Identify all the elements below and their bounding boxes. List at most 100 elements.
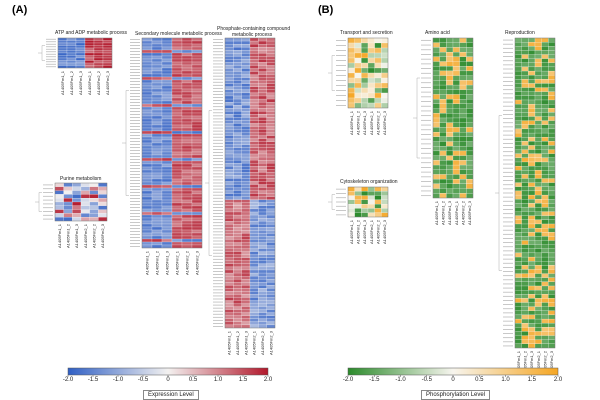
heatmap-cell bbox=[161, 37, 173, 42]
heatmap-cell bbox=[171, 133, 183, 138]
heatmap-cell bbox=[521, 161, 529, 167]
heatmap-cell bbox=[514, 87, 522, 92]
column-label: A1405Fm2_3 bbox=[467, 200, 472, 225]
heatmap-cell bbox=[224, 123, 234, 127]
heatmap-cell bbox=[171, 46, 183, 51]
heatmap-cell bbox=[541, 108, 549, 113]
heatmap-cell bbox=[171, 223, 183, 228]
heatmap-cell bbox=[151, 127, 163, 132]
heatmap-cell bbox=[191, 58, 203, 63]
heatmap-cell bbox=[151, 61, 163, 66]
heatmap-cell bbox=[541, 95, 549, 101]
heatmap-cell bbox=[233, 105, 242, 109]
heatmap-cell bbox=[266, 214, 276, 219]
heatmap-cell bbox=[241, 105, 251, 109]
heatmap-cell bbox=[258, 95, 267, 100]
heatmap-cell bbox=[241, 227, 251, 231]
heatmap-cell bbox=[233, 184, 242, 188]
heatmap-cell bbox=[514, 215, 522, 220]
heatmap-cell bbox=[258, 114, 267, 118]
heatmap-cell bbox=[266, 83, 276, 87]
heatmap-cell bbox=[381, 67, 389, 74]
heatmap-cell bbox=[84, 47, 95, 51]
heatmap-cell bbox=[181, 205, 193, 210]
heatmap-cell bbox=[514, 116, 522, 121]
heatmap-cell bbox=[89, 186, 99, 191]
heatmap-cell bbox=[541, 104, 549, 109]
heatmap-cell bbox=[161, 190, 173, 195]
heatmap-cell bbox=[534, 252, 542, 258]
heatmap-cell bbox=[534, 116, 542, 121]
heatmap-cell bbox=[171, 208, 183, 213]
heatmap-cell bbox=[459, 117, 467, 123]
heatmap-cell bbox=[241, 50, 251, 54]
heatmap-cell bbox=[233, 141, 242, 145]
colorbar-tick-label: -2.0 bbox=[62, 377, 74, 383]
heatmap-cell bbox=[249, 263, 259, 268]
heatmap-cell bbox=[191, 169, 203, 174]
heatmap-cell bbox=[541, 58, 549, 63]
heatmap-cell bbox=[171, 73, 183, 78]
heatmap-cell bbox=[241, 169, 251, 173]
heatmap-cell bbox=[266, 208, 276, 213]
column-label: A1405Fm1_1 bbox=[227, 330, 232, 355]
heatmap-cell bbox=[241, 260, 251, 264]
heatmap-cell bbox=[374, 208, 382, 213]
heatmap-cell bbox=[249, 245, 259, 249]
heatmap-cell bbox=[141, 136, 153, 141]
heatmap-cell bbox=[266, 144, 276, 148]
heatmap-cell bbox=[541, 285, 549, 291]
heatmap-cell bbox=[93, 55, 104, 59]
heatmap-title-transport: Transport and secretion bbox=[340, 30, 393, 36]
heatmap-cell bbox=[224, 65, 234, 69]
heatmap-cell bbox=[541, 54, 549, 59]
heatmap-cell bbox=[439, 89, 447, 95]
heatmap-cell bbox=[528, 285, 536, 291]
heatmap-cell bbox=[249, 95, 259, 100]
heatmap-cell bbox=[521, 318, 529, 324]
heatmap-cell bbox=[374, 191, 382, 196]
heatmap-cell bbox=[266, 318, 276, 322]
heatmap-cell bbox=[521, 277, 529, 282]
heatmap-cell bbox=[102, 55, 113, 59]
heatmap-cell bbox=[439, 146, 447, 152]
heatmap-cell bbox=[161, 121, 173, 126]
heatmap-cell bbox=[514, 37, 522, 43]
heatmap-cell bbox=[374, 102, 382, 109]
heatmap-cell bbox=[258, 56, 267, 60]
heatmap-cell bbox=[266, 108, 276, 112]
heatmap-cell bbox=[181, 64, 193, 69]
heatmap-cell bbox=[528, 290, 536, 295]
heatmap-cell bbox=[258, 62, 267, 66]
heatmap-cell bbox=[191, 172, 203, 177]
heatmap-cell bbox=[89, 213, 99, 218]
heatmap-cell bbox=[452, 179, 460, 184]
heatmap-cell bbox=[514, 83, 522, 88]
heatmap-cell bbox=[161, 157, 173, 162]
heatmap-cell bbox=[141, 103, 153, 108]
heatmap-cell bbox=[224, 227, 234, 231]
heatmap-cell bbox=[514, 178, 522, 183]
heatmap-cell bbox=[224, 187, 234, 191]
heatmap-cell bbox=[191, 109, 203, 114]
heatmap-cell bbox=[141, 184, 153, 189]
heatmap-cell bbox=[258, 83, 267, 87]
heatmap-cell bbox=[233, 92, 242, 97]
heatmap-cell bbox=[171, 85, 183, 90]
heatmap-cell bbox=[66, 45, 77, 49]
heatmap-cell bbox=[528, 215, 536, 220]
heatmap-cell bbox=[258, 202, 267, 206]
heatmap-cell bbox=[57, 65, 68, 69]
heatmap-cell bbox=[241, 86, 251, 90]
heatmap-cell bbox=[361, 191, 369, 196]
heatmap-cell bbox=[466, 183, 474, 189]
heatmap-cell bbox=[171, 109, 183, 114]
heatmap-cell bbox=[452, 169, 460, 175]
heatmap-cell bbox=[459, 47, 467, 53]
heatmap-cell bbox=[266, 175, 276, 179]
heatmap-cell bbox=[521, 256, 529, 262]
heatmap-cell bbox=[161, 88, 173, 93]
heatmap-cell bbox=[249, 266, 259, 271]
heatmap-cell bbox=[151, 214, 163, 219]
heatmap-cell bbox=[161, 175, 173, 180]
